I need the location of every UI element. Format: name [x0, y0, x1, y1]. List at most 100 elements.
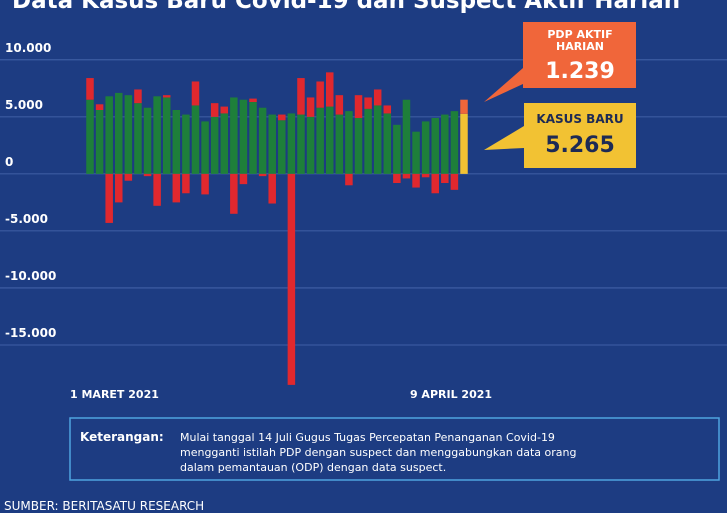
- bar-segment: [431, 173, 439, 194]
- bar-segment: [412, 131, 420, 174]
- bar-segment: [230, 97, 238, 174]
- bar-segment: [441, 114, 449, 174]
- bar-segment: [124, 173, 133, 181]
- bars: 1 MARET 2021 9 APRIL 2021: [70, 72, 492, 401]
- bar-segment: [191, 105, 200, 174]
- bar-segment: [105, 96, 113, 174]
- bar-segment: [220, 106, 229, 114]
- bar-segment: [115, 92, 123, 174]
- bar-segment: [210, 116, 219, 174]
- bar-segment: [239, 173, 248, 185]
- y-tick-label: 5.000: [5, 98, 43, 112]
- callout-label: PDP AKTIF: [547, 28, 612, 41]
- bar-segment: [95, 110, 104, 174]
- bar-segment: [172, 110, 181, 174]
- bar-segment: [239, 99, 248, 174]
- bar-segment: [153, 173, 161, 206]
- callout-box: [524, 103, 636, 168]
- y-tick-label: -10.000: [5, 269, 56, 283]
- bar-segment: [268, 114, 276, 174]
- bar-segment: [182, 114, 190, 174]
- callout-pointer: [484, 68, 523, 102]
- bar-segment: [335, 95, 344, 115]
- callout-pointer: [484, 126, 524, 150]
- bar-segment: [460, 99, 468, 114]
- bar-segment: [134, 89, 142, 104]
- bar-segment: [287, 173, 296, 385]
- bar-segment: [306, 97, 315, 117]
- callout-value: 1.239: [545, 59, 615, 84]
- bar-segment: [393, 124, 401, 174]
- bar-segment: [201, 173, 209, 195]
- bar-segment: [335, 114, 344, 174]
- y-tick-label: -5.000: [5, 212, 48, 226]
- callout-label: HARIAN: [556, 40, 604, 53]
- bar-segment: [153, 96, 161, 174]
- bar-segment: [345, 111, 353, 174]
- bar-segment: [325, 106, 334, 174]
- bar-segment: [383, 113, 392, 174]
- bar-segment: [297, 114, 305, 174]
- callout-box: [523, 22, 636, 88]
- bar-segment: [450, 173, 459, 190]
- note-line: dalam pemantauan (ODP) dengan data suspe…: [180, 461, 446, 474]
- bar-segment: [258, 173, 267, 177]
- bar-segment: [105, 173, 113, 223]
- callout-label: KASUS BARU: [536, 112, 623, 126]
- bar-segment: [383, 105, 392, 114]
- bar-segment: [162, 95, 171, 98]
- bar-segment: [143, 107, 152, 174]
- bar-segment: [86, 78, 94, 100]
- bar-segment: [402, 173, 411, 179]
- bar-segment: [354, 95, 363, 118]
- note-box: [69, 417, 720, 481]
- bar-segment: [162, 97, 171, 174]
- bar-segment: [115, 173, 123, 203]
- bar-segment: [258, 107, 267, 174]
- bar-segment: [297, 78, 305, 115]
- bar-segment: [364, 97, 372, 109]
- bar-segment: [460, 113, 468, 174]
- x-tick-label: 1 MARET 2021: [70, 388, 159, 401]
- bar-segment: [316, 81, 324, 108]
- bar-segment: [191, 81, 200, 106]
- bar-segment: [306, 116, 315, 174]
- bar-segment: [249, 98, 257, 103]
- bar-segment: [249, 102, 257, 174]
- bar-segment: [412, 173, 420, 188]
- bar-segment: [86, 99, 94, 174]
- bar-segment: [325, 72, 334, 107]
- bar-segment: [450, 111, 459, 174]
- bar-segment: [134, 103, 142, 174]
- y-tick-label: 10.000: [5, 41, 51, 55]
- bar-segment: [316, 107, 324, 174]
- source: SUMBER: BERITASATU RESEARCH: [4, 499, 204, 513]
- bar-segment: [278, 120, 286, 174]
- bar-segment: [268, 173, 276, 204]
- bar-segment: [182, 173, 190, 194]
- chart-title: Data Kasus Baru Covid-19 dan Suspect Akt…: [12, 0, 680, 14]
- y-tick-label: -15.000: [5, 326, 56, 340]
- bar-segment: [287, 113, 296, 174]
- bar-segment: [393, 173, 401, 183]
- bar-segment: [278, 114, 286, 121]
- bar-segment: [95, 104, 104, 110]
- bar-segment: [441, 173, 449, 183]
- note-line: mengganti istilah PDP dengan suspect dan…: [180, 446, 576, 459]
- bar-segment: [124, 95, 133, 174]
- bar-segment: [431, 117, 439, 174]
- bar-segment: [230, 173, 238, 214]
- bar-segment: [402, 99, 411, 174]
- bar-segment: [421, 121, 430, 174]
- bar-segment: [373, 105, 382, 174]
- bar-segment: [143, 173, 152, 177]
- note-line: Mulai tanggal 14 Juli Gugus Tugas Percep…: [180, 431, 555, 444]
- bar-segment: [364, 108, 372, 174]
- x-tick-label: 9 APRIL 2021: [410, 388, 492, 401]
- bar-segment: [354, 117, 363, 174]
- bar-segment: [201, 121, 209, 174]
- bar-segment: [210, 103, 219, 117]
- bar-segment: [421, 173, 430, 178]
